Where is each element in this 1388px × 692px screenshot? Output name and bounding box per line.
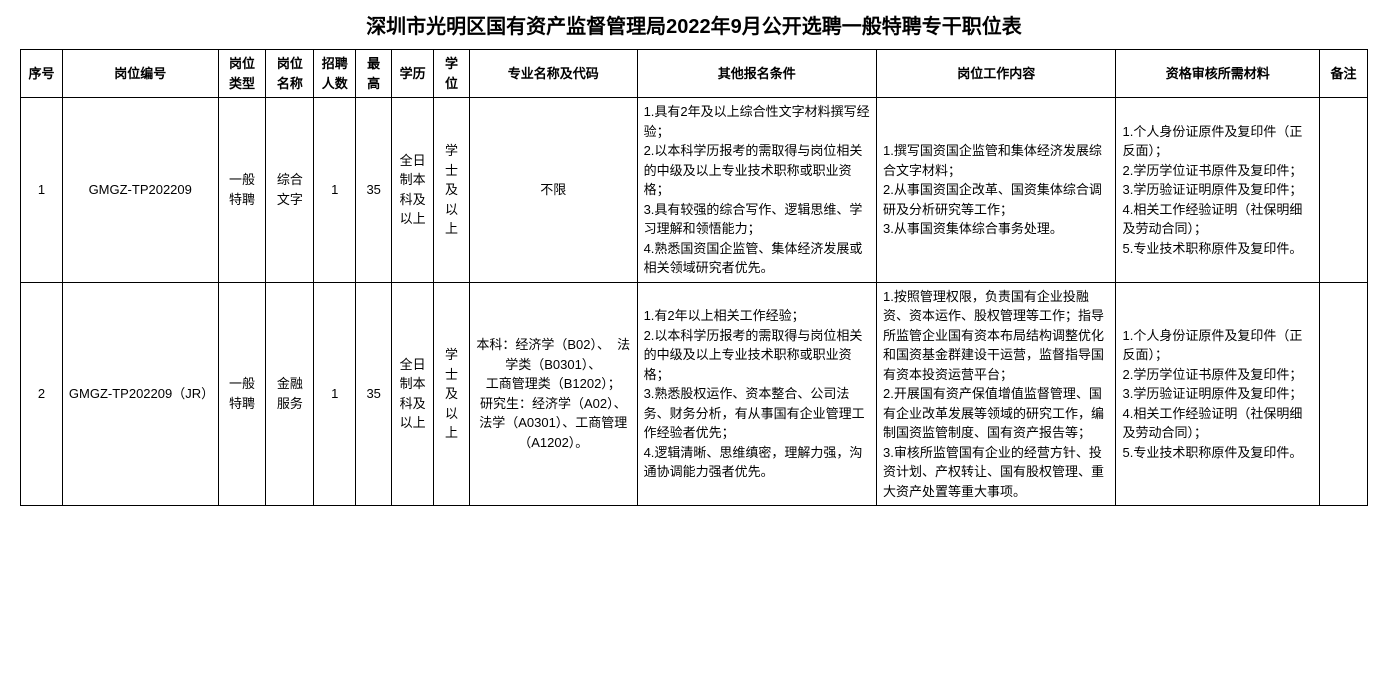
cell-age: 35: [356, 98, 392, 283]
cell-type: 一般特聘: [218, 282, 266, 506]
col-header-work: 岗位工作内容: [877, 50, 1116, 98]
cell-seq: 2: [21, 282, 63, 506]
table-row: 1GMGZ-TP202209一般特聘综合文字135全日制本科及以上学士及以上不限…: [21, 98, 1368, 283]
cell-code: GMGZ-TP202209（JR）: [62, 282, 218, 506]
cell-other: 1.具有2年及以上综合性文字材料撰写经验； 2.以本科学历报考的需取得与岗位相关…: [637, 98, 876, 283]
cell-seq: 1: [21, 98, 63, 283]
cell-remark: [1320, 282, 1368, 506]
cell-remark: [1320, 98, 1368, 283]
col-header-type: 岗位类型: [218, 50, 266, 98]
col-header-edu: 学历: [392, 50, 434, 98]
table-row: 2GMGZ-TP202209（JR）一般特聘金融服务135全日制本科及以上学士及…: [21, 282, 1368, 506]
cell-name: 金融服务: [266, 282, 314, 506]
cell-major: 不限: [469, 98, 637, 283]
col-header-other: 其他报名条件: [637, 50, 876, 98]
table-body: 1GMGZ-TP202209一般特聘综合文字135全日制本科及以上学士及以上不限…: [21, 98, 1368, 506]
cell-degree: 学士及以上: [434, 282, 470, 506]
col-header-count: 招聘人数: [314, 50, 356, 98]
col-header-code: 岗位编号: [62, 50, 218, 98]
cell-type: 一般特聘: [218, 98, 266, 283]
cell-code: GMGZ-TP202209: [62, 98, 218, 283]
cell-count: 1: [314, 282, 356, 506]
cell-material: 1.个人身份证原件及复印件（正反面）； 2.学历学位证书原件及复印件； 3.学历…: [1116, 282, 1320, 506]
cell-degree: 学士及以上: [434, 98, 470, 283]
col-header-major: 专业名称及代码: [469, 50, 637, 98]
position-table: 序号 岗位编号 岗位类型 岗位名称 招聘人数 最高 学历 学位 专业名称及代码 …: [20, 49, 1368, 506]
cell-major: 本科：经济学（B02）、 法学类（B0301）、 工商管理类（B1202）； 研…: [469, 282, 637, 506]
cell-edu: 全日制本科及以上: [392, 98, 434, 283]
col-header-seq: 序号: [21, 50, 63, 98]
cell-age: 35: [356, 282, 392, 506]
cell-material: 1.个人身份证原件及复印件（正反面）； 2.学历学位证书原件及复印件； 3.学历…: [1116, 98, 1320, 283]
col-header-age: 最高: [356, 50, 392, 98]
cell-work: 1.按照管理权限，负责国有企业投融资、资本运作、股权管理等工作；指导所监管企业国…: [877, 282, 1116, 506]
col-header-degree: 学位: [434, 50, 470, 98]
cell-count: 1: [314, 98, 356, 283]
table-header-row: 序号 岗位编号 岗位类型 岗位名称 招聘人数 最高 学历 学位 专业名称及代码 …: [21, 50, 1368, 98]
cell-name: 综合文字: [266, 98, 314, 283]
col-header-material: 资格审核所需材料: [1116, 50, 1320, 98]
col-header-name: 岗位名称: [266, 50, 314, 98]
col-header-remark: 备注: [1320, 50, 1368, 98]
cell-work: 1.撰写国资国企监管和集体经济发展综合文字材料； 2.从事国资国企改革、国资集体…: [877, 98, 1116, 283]
cell-edu: 全日制本科及以上: [392, 282, 434, 506]
page-title: 深圳市光明区国有资产监督管理局2022年9月公开选聘一般特聘专干职位表: [20, 10, 1368, 39]
cell-other: 1.有2年以上相关工作经验； 2.以本科学历报考的需取得与岗位相关的中级及以上专…: [637, 282, 876, 506]
